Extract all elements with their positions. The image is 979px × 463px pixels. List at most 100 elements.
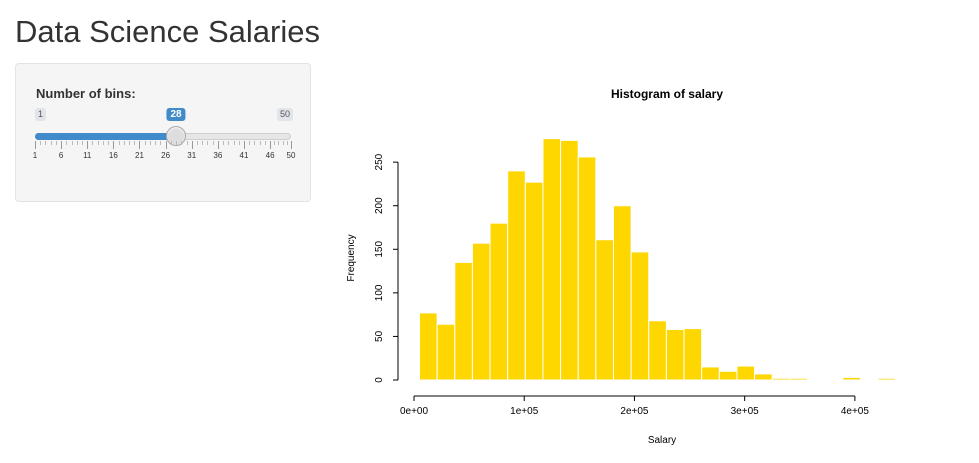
histogram-bar	[842, 376, 861, 381]
slider-minor-tick	[249, 141, 251, 145]
slider-minor-tick	[196, 141, 198, 145]
slider-minor-tick	[82, 141, 84, 145]
slider-minor-tick	[286, 141, 288, 145]
slider-major-tick	[139, 141, 141, 149]
y-tick-label: 150	[374, 241, 385, 258]
histogram-bar	[630, 251, 650, 381]
slider-minor-tick	[102, 141, 104, 145]
histogram-bar	[771, 377, 791, 381]
slider-minor-tick	[212, 141, 214, 145]
histogram-bar	[577, 156, 597, 381]
slider-minor-tick	[207, 141, 209, 145]
slider-minor-tick	[264, 141, 266, 145]
histogram-bar	[648, 320, 667, 381]
x-axis-label: Salary	[648, 435, 676, 446]
slider-minor-tick	[202, 141, 204, 145]
slider-tick-label: 16	[108, 151, 118, 160]
chart-title: Histogram of salary	[611, 87, 723, 101]
slider-minor-tick	[45, 141, 47, 145]
histogram-bar	[524, 181, 544, 381]
histogram-bar	[895, 378, 914, 381]
slider-major-tick	[165, 141, 167, 149]
slider-minor-tick	[274, 141, 276, 145]
histogram-bar	[877, 377, 897, 381]
histogram-bar	[489, 222, 509, 381]
slider-minor-tick	[76, 141, 78, 145]
slider-fill	[35, 133, 177, 140]
x-tick-label: 0e+00	[400, 406, 429, 417]
histogram-bar	[789, 377, 808, 381]
slider-minor-tick	[233, 141, 235, 145]
histogram-bar	[542, 138, 562, 381]
slider-minor-tick	[134, 141, 136, 145]
slider-minor-tick	[144, 141, 146, 145]
slider-minor-tick	[181, 141, 183, 145]
slider-tick-label: 21	[135, 151, 144, 160]
histogram-bar	[613, 205, 632, 381]
slider-minor-tick	[50, 141, 52, 145]
slider-major-tick	[217, 141, 219, 149]
slider-tick-label: 36	[213, 151, 223, 160]
slider-major-tick	[270, 141, 272, 149]
slider-minor-tick	[55, 141, 57, 145]
slider-minor-tick	[118, 141, 120, 145]
y-tick-label: 50	[374, 330, 385, 342]
slider-major-tick	[35, 141, 36, 149]
slider-tick-label: 11	[83, 151, 92, 160]
slider-major-tick	[243, 141, 245, 149]
histogram-bar	[824, 378, 844, 381]
page-title: Data Science Salaries	[15, 14, 320, 49]
bins-slider[interactable]: 1 50 28 1 6 11 16 21 26 31 36 41 46 50	[32, 108, 295, 169]
histogram-bar	[471, 242, 491, 381]
slider-major-tick	[291, 141, 292, 149]
sidebar-panel: Number of bins: 1 50 28 1 6 11 16 21 26 31 36 41…	[15, 63, 311, 202]
slider-minor-tick	[66, 141, 68, 145]
bins-slider-label: Number of bins:	[36, 86, 136, 101]
slider-minor-tick	[71, 141, 73, 145]
histogram-bar	[736, 365, 756, 381]
slider-tick-label: 41	[239, 151, 249, 160]
slider-tick-label: 46	[265, 151, 275, 160]
y-tick-label: 0	[374, 377, 385, 383]
slider-tick-label: 1	[32, 151, 38, 160]
y-tick-label: 250	[374, 153, 385, 170]
x-tick-label: 1e+05	[510, 406, 539, 417]
slider-minor-tick	[278, 141, 280, 145]
histogram-chart: Histogram of salary 0e+00 1e+05 2e+05 3e+05 4…	[346, 87, 914, 446]
histogram-bar	[718, 370, 738, 381]
slider-minor-tick	[92, 141, 94, 145]
slider-minor-tick	[238, 141, 240, 145]
slider-ticks: 1 6 11 16 21 26 31 36 41 46 50	[32, 141, 295, 169]
histogram-bar	[701, 366, 720, 381]
histogram-bar	[683, 328, 703, 381]
histogram-bar	[560, 139, 579, 381]
slider-minor-tick	[160, 141, 162, 145]
slider-minor-tick	[282, 141, 284, 145]
slider-minor-tick	[228, 141, 230, 145]
slider-tick-label: 50	[286, 151, 296, 160]
slider-tick-label: 31	[187, 151, 197, 160]
slider-minor-tick	[129, 141, 131, 145]
slider-minor-tick	[186, 141, 188, 145]
x-tick-label: 2e+05	[620, 406, 649, 417]
slider-minor-tick	[97, 141, 99, 145]
x-tick-label: 3e+05	[731, 406, 760, 417]
slider-minor-tick	[170, 141, 172, 145]
slider-major-tick	[61, 141, 63, 149]
slider-minor-tick	[223, 141, 225, 145]
slider-minor-tick	[123, 141, 125, 145]
y-tick-label: 200	[374, 197, 385, 214]
histogram-bar	[436, 323, 456, 381]
slider-minor-tick	[108, 141, 110, 145]
slider-minor-tick	[155, 141, 157, 145]
x-tick-label: 4e+05	[841, 406, 870, 417]
slider-tick-label: 6	[58, 151, 64, 160]
slider-major-tick	[191, 141, 193, 149]
histogram-bar	[454, 261, 473, 381]
slider-value-badge: 28	[166, 108, 186, 121]
histogram-bar	[419, 312, 438, 381]
slider-max-label: 50	[276, 108, 293, 121]
histogram-bar	[595, 239, 615, 381]
slider-major-tick	[113, 141, 115, 149]
histogram-bar	[754, 373, 773, 381]
